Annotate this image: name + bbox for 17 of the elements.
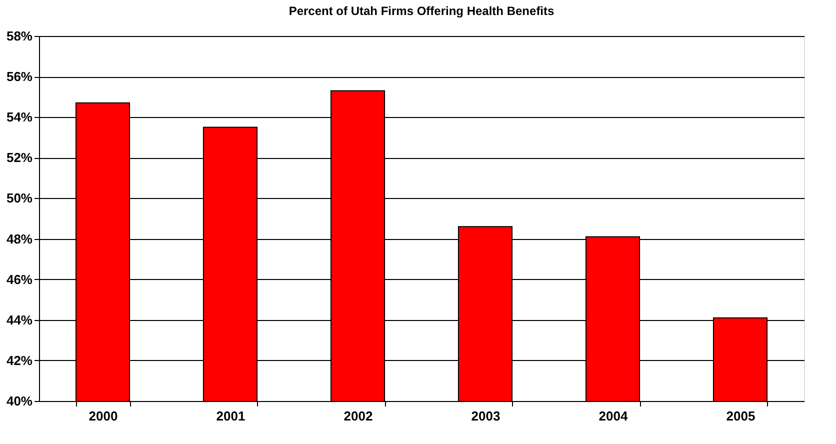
x-tick-label: 2000 (88, 408, 118, 424)
x-tick-label: 2004 (598, 408, 628, 424)
y-tick-label: 48% (6, 231, 33, 246)
y-tick-label: 56% (6, 69, 33, 84)
x-tick-label: 2002 (344, 408, 373, 424)
y-tick-label: 44% (6, 312, 33, 328)
y-tick-label: 52% (6, 150, 33, 166)
x-tick-label: 2003 (471, 408, 500, 424)
chart-title: Percent of Utah Firms Offering Health Benefits (288, 4, 555, 18)
x-tick-label: 2001 (216, 408, 246, 424)
y-tick-label: 50% (6, 190, 33, 206)
x-tick-label: 2005 (726, 408, 756, 424)
y-tick-label: 40% (6, 394, 33, 408)
y-tick-label: 46% (6, 272, 33, 287)
y-tick-label: 42% (6, 352, 33, 368)
y-tick-label: 54% (6, 110, 33, 125)
y-tick-label: 58% (6, 28, 33, 44)
